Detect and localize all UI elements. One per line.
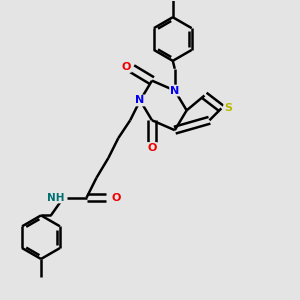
Text: N: N [136, 95, 145, 106]
Text: O: O [122, 62, 131, 72]
Text: N: N [170, 85, 179, 96]
Text: NH: NH [47, 193, 64, 202]
Text: O: O [112, 193, 121, 202]
Text: S: S [224, 103, 232, 113]
Text: O: O [147, 143, 157, 153]
